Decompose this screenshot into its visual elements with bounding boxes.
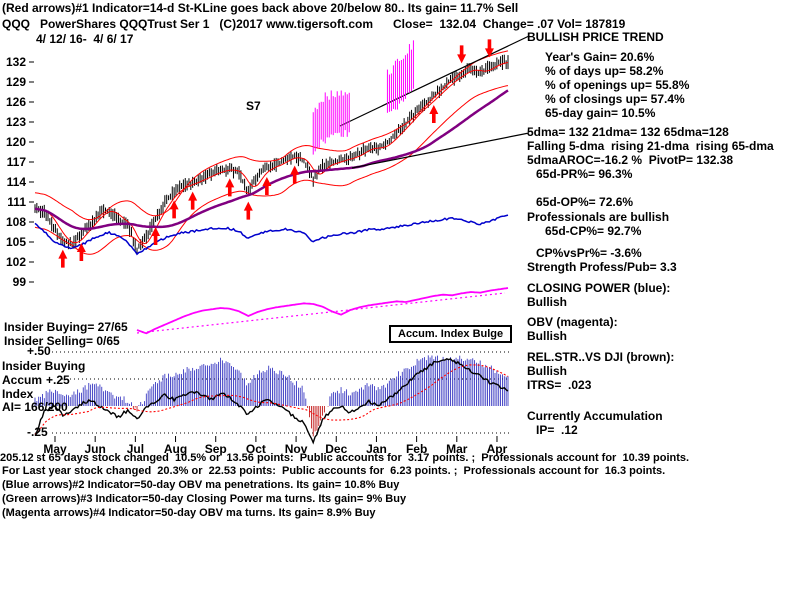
month-axis-label: Jan bbox=[366, 442, 387, 456]
month-axis-label: Aug bbox=[163, 442, 188, 456]
month-axis-label: Nov bbox=[284, 442, 308, 456]
obv-label: OBV (magenta): bbox=[527, 315, 618, 329]
ai-value: AI= 166/200 bbox=[2, 400, 68, 414]
price-axis-label: 129 bbox=[5, 75, 26, 89]
insider-buying: Insider Buying= 27/65 bbox=[4, 320, 128, 334]
relstr-value: Bullish bbox=[527, 364, 568, 378]
cp-vs-pr: CP%vsPr%= -3.6% bbox=[536, 246, 642, 260]
level-plus50: +.50 bbox=[27, 344, 51, 358]
price-axis-label: 120 bbox=[5, 135, 26, 149]
price-axis-label: 132 bbox=[5, 55, 26, 69]
indicator4-line: (Magenta arrows)#4 Indicator=50-day OBV … bbox=[2, 507, 376, 519]
dma-trend: Falling 5-dma rising 21-dma rising 65-dm… bbox=[527, 139, 774, 153]
professionals-bullish: Professionals are bullish bbox=[527, 210, 670, 224]
indicator3-line: (Green arrows)#3 Indicator=50-day Closin… bbox=[2, 493, 407, 505]
s7-annotation: S7 bbox=[246, 99, 261, 113]
index-caption: Index bbox=[2, 387, 34, 401]
date-range: 4/ 12/ 16- 4/ 6/ 17 bbox=[36, 32, 134, 46]
itrs: ITRS= .023 bbox=[527, 378, 592, 392]
cp65: 65d-CP%= 92.7% bbox=[545, 224, 642, 238]
accum-index-bulge-box: Accum. Index Bulge bbox=[389, 325, 513, 343]
footer-year-stats: For Last year stock changed 20.3% or 22.… bbox=[2, 465, 666, 477]
strength-ratio: Strength Profess/Pub= 3.3 bbox=[527, 260, 677, 274]
gain-65d: 65-day gain= 10.5% bbox=[545, 106, 656, 120]
years-gain: Year's Gain= 20.6% bbox=[545, 50, 655, 64]
op65: 65d-OP%= 72.6% bbox=[536, 195, 634, 209]
pr65: 65d-PR%= 96.3% bbox=[536, 167, 633, 181]
current-accumulation: Currently Accumulation bbox=[527, 409, 663, 423]
level-plus25: +.25 bbox=[46, 373, 70, 387]
closing-power-label: CLOSING POWER (blue): bbox=[527, 281, 671, 295]
indicator1-line: (Red arrows)#1 Indicator=14-d St-KLine g… bbox=[2, 1, 519, 15]
relstr-label: REL.STR..VS DJI (brown): bbox=[527, 350, 675, 364]
days-up: % of days up= 58.2% bbox=[545, 64, 664, 78]
price-axis-label: 108 bbox=[5, 215, 26, 229]
level-minus25: -.25 bbox=[27, 425, 48, 439]
aroc-pivot: 5dmaAROC=-16.2 % PivotP= 132.38 bbox=[527, 153, 734, 167]
closings-up: % of closings up= 57.4% bbox=[545, 92, 685, 106]
dma-values: 5dma= 132 21dma= 132 65dma=128 bbox=[527, 125, 729, 139]
month-axis-label: Mar bbox=[446, 442, 468, 456]
price-axis-label: 126 bbox=[5, 95, 26, 109]
overlay-number: 205.12 bbox=[0, 452, 37, 465]
month-axis-label: Feb bbox=[405, 442, 428, 456]
month-axis-label: Jul bbox=[126, 442, 145, 456]
footer-65day-stats: For Last 65 days stock changed 10.5% or … bbox=[2, 452, 690, 464]
price-axis-label: 114 bbox=[6, 175, 26, 189]
month-axis-label: Sep bbox=[204, 442, 227, 456]
month-axis-label: Apr bbox=[486, 442, 508, 456]
trend-title: BULLISH PRICE TREND bbox=[527, 30, 664, 44]
obv-value: Bullish bbox=[527, 329, 568, 343]
month-axis-label: Dec bbox=[325, 442, 348, 456]
month-axis-label: May bbox=[43, 442, 67, 456]
month-axis-label: Oct bbox=[245, 442, 266, 456]
ip-value: IP= .12 bbox=[536, 423, 578, 437]
symbol-title-line: QQQ PowerShares QQQTrust Ser 1 (C)2017 w… bbox=[2, 17, 626, 31]
price-axis-label: 117 bbox=[6, 155, 26, 169]
insider-selling: Insider Selling= 0/65 bbox=[4, 334, 120, 348]
accum-caption: Accum bbox=[2, 373, 43, 387]
price-axis-label: 123 bbox=[5, 115, 26, 129]
price-axis-label: 105 bbox=[5, 235, 26, 249]
closing-power-value: Bullish bbox=[527, 295, 568, 309]
insider-buying-caption: Insider Buying bbox=[2, 359, 86, 373]
month-axis-label: Jun bbox=[84, 442, 106, 456]
price-axis-label: 102 bbox=[5, 255, 26, 269]
price-axis-label: 99 bbox=[12, 275, 26, 289]
price-axis-label: 111 bbox=[7, 195, 26, 209]
indicator2-line: (Blue arrows)#2 Indicator=50-day OBV ma … bbox=[2, 479, 400, 491]
openings-up: % of openings up= 55.8% bbox=[545, 78, 690, 92]
